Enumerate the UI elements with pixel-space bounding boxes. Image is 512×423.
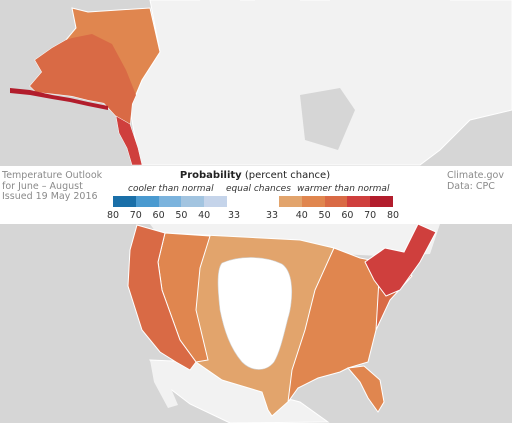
arctic-island-2	[255, 0, 300, 18]
alaska-warm-west	[30, 34, 136, 124]
legend-swatch-cooler-1	[135, 196, 159, 207]
legend-tick-cooler-1: 70	[129, 210, 142, 221]
outlook-info: Temperature Outlook for June – August Is…	[2, 170, 103, 203]
legend-tick-cooler-2: 60	[152, 210, 165, 221]
legend-title-sub: (percent chance)	[244, 170, 331, 181]
legend-swatch-cooler-3	[181, 196, 205, 207]
legend-tick-warmer-0: 33	[265, 210, 279, 221]
us-warm-50-60-west	[127, 224, 197, 371]
legend-color-bar	[113, 196, 393, 207]
outlook-title: Temperature Outlook	[2, 170, 103, 181]
legend-tick-warmer-3: 60	[341, 210, 354, 221]
legend-tick-cooler-5: 33	[227, 210, 241, 221]
legend-swatch-cooler-0	[113, 196, 136, 207]
legend-swatch-cooler-2	[158, 196, 182, 207]
florida-peninsula	[347, 365, 385, 413]
legend-swatch-equal	[227, 196, 279, 207]
us-warm-60-70-northeast	[364, 223, 437, 297]
legend-title: Probability (percent chance)	[120, 170, 390, 181]
baja-peninsula	[150, 360, 178, 408]
credit-site: Climate.gov	[446, 170, 504, 181]
legend-tick-warmer-2: 50	[318, 210, 331, 221]
legend-tick-cooler-4: 40	[198, 210, 211, 221]
legend-tick-warmer-4: 70	[364, 210, 377, 221]
outlook-period: for June – August	[2, 180, 83, 192]
legend-tick-cooler-0: 80	[106, 210, 120, 221]
legend-swatch-warmer-1	[301, 196, 325, 207]
legend-title-main: Probability	[179, 170, 242, 181]
legend-swatch-cooler-4	[204, 196, 227, 207]
greenland	[330, 0, 450, 48]
legend-band	[0, 166, 512, 224]
credit-info: Climate.gov Data: CPC	[446, 170, 504, 192]
legend-swatch-warmer-2	[324, 196, 348, 207]
legend-swatch-warmer-4	[370, 196, 393, 207]
aleutian-islands	[10, 88, 108, 110]
credit-data: Data: CPC	[446, 180, 495, 192]
baffin-island	[370, 55, 440, 110]
legend-swatch-warmer-0	[279, 196, 302, 207]
legend-tick-cooler-3: 50	[175, 210, 188, 221]
arctic-island-1	[200, 0, 250, 30]
hudson-bay	[300, 88, 355, 150]
equal-chances-area	[217, 257, 293, 370]
legend-tick-warmer-5: 80	[386, 210, 400, 221]
legend-cooler-label: cooler than normal	[128, 184, 214, 194]
legend-tick-warmer-1: 40	[295, 210, 308, 221]
legend-warmer-label: warmer than normal	[297, 184, 390, 194]
outlook-issued: Issued 19 May 2016	[2, 191, 98, 202]
legend-equal-label: equal chances	[226, 184, 291, 194]
legend-swatch-warmer-3	[347, 196, 371, 207]
alaska-panhandle	[115, 115, 143, 166]
